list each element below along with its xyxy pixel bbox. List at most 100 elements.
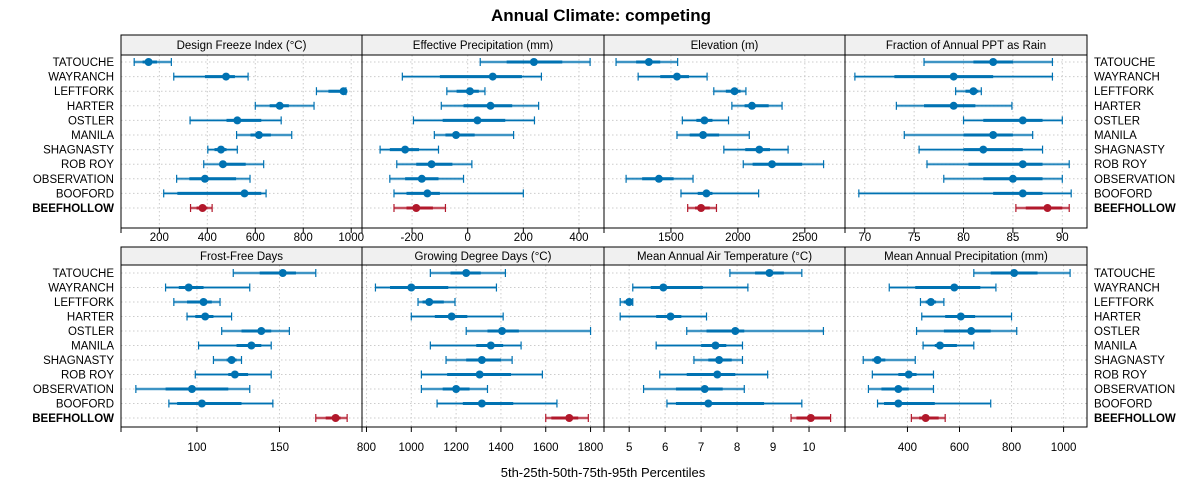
median-point <box>989 58 998 66</box>
site-label-left: BEEFHOLLOW <box>32 413 114 425</box>
percentile-mark <box>619 312 708 321</box>
percentile-mark <box>862 356 916 364</box>
median-point <box>184 283 193 292</box>
site-label-right: ROB ROY <box>1094 370 1147 382</box>
median-point <box>747 101 756 110</box>
site-label-left: SHAGNASTY <box>43 145 114 157</box>
percentile-mark <box>232 269 317 277</box>
median-point <box>697 204 706 212</box>
site-label-left: BEEFHOLLOW <box>32 203 114 215</box>
median-point <box>768 160 777 169</box>
percentile-mark <box>374 283 498 292</box>
median-point <box>1010 269 1019 277</box>
site-label-left: TATOUCHE <box>53 57 115 69</box>
percentile-mark <box>315 414 348 422</box>
median-point <box>222 72 231 81</box>
median-point <box>218 160 227 169</box>
percentile-mark <box>943 174 1063 183</box>
percentile-mark <box>867 385 935 393</box>
percentile-mark <box>854 72 1054 81</box>
panel-frame <box>844 54 1088 229</box>
chart-title: Annual Climate: competing <box>491 6 711 25</box>
x-tick-label: 5 <box>626 442 632 454</box>
percentile-mark <box>315 87 348 96</box>
site-label-left: OSTLER <box>68 326 114 338</box>
percentile-mark <box>465 327 592 335</box>
site-label-right: SHAGNASTY <box>1094 355 1165 367</box>
median-point <box>979 145 988 154</box>
median-point <box>666 312 675 321</box>
median-point <box>904 370 913 379</box>
x-tick-label: 150 <box>270 442 289 454</box>
panel-plot-area <box>121 55 362 228</box>
site-label-left: BOOFORD <box>56 399 114 411</box>
median-point <box>1018 116 1027 125</box>
percentile-mark <box>168 399 274 408</box>
percentile-mark <box>1015 204 1070 212</box>
percentile-mark <box>410 312 504 321</box>
median-point <box>565 414 574 422</box>
median-point <box>806 414 815 422</box>
median-point <box>529 58 538 66</box>
site-label-left: TATOUCHE <box>53 268 115 280</box>
median-point <box>477 399 486 408</box>
x-tick-label: 0 <box>464 232 470 244</box>
panel: Mean Annual Air Temperature (°C) 5 6 7 8 9 10 <box>603 246 846 454</box>
percentile-mark <box>194 370 272 379</box>
x-tick-label: 200 <box>514 232 533 244</box>
median-point <box>452 385 461 393</box>
median-point <box>240 189 249 198</box>
x-tick-label: 8 <box>734 442 740 454</box>
median-point <box>447 312 456 321</box>
percentile-mark <box>926 160 1070 169</box>
percentile-mark <box>910 414 946 422</box>
site-label-left: OBSERVATION <box>33 384 114 396</box>
panel-plot-area <box>604 55 845 228</box>
percentile-mark <box>396 160 473 169</box>
panel: Design Freeze Index (°C) 200 400 600 800 1000 <box>120 34 364 244</box>
panel: Fraction of Annual PPT as Rain 70 75 80 85 90 <box>844 34 1088 244</box>
x-tick-label: 85 <box>1007 232 1020 244</box>
panels: Design Freeze Index (°C)200 400 600 800 1000… <box>120 34 1088 454</box>
percentile-mark <box>420 385 489 393</box>
right-site-labels: TATOUCHE WAYRANCH LEFTFORK HARTER OSTLER MANI… <box>1094 57 1176 425</box>
median-point <box>702 189 711 198</box>
site-label-left: MANILA <box>71 130 114 142</box>
percentile-mark <box>955 87 982 96</box>
median-point <box>331 414 340 422</box>
median-point <box>233 116 242 125</box>
x-tick-label: 2500 <box>792 232 818 244</box>
median-point <box>144 58 153 66</box>
site-label-left: ROB ROY <box>61 159 114 171</box>
percentile-mark <box>918 145 1044 154</box>
median-point <box>197 399 206 408</box>
x-tick-label: 1600 <box>533 442 559 454</box>
x-tick-label: 6 <box>662 442 668 454</box>
median-point <box>412 204 421 212</box>
median-point <box>921 414 930 422</box>
percentile-mark <box>625 174 694 183</box>
median-point <box>201 312 210 321</box>
median-point <box>488 72 497 81</box>
percentile-mark <box>676 131 750 139</box>
panel-title: Elevation (m) <box>691 40 759 52</box>
median-point <box>216 145 225 154</box>
site-label-right: OBSERVATION <box>1094 384 1175 396</box>
x-tick-label: 90 <box>1056 232 1069 244</box>
percentile-mark <box>871 370 935 379</box>
x-tick-label: 2000 <box>725 232 751 244</box>
panel: Elevation (m) 1500 2000 2500 <box>603 34 846 244</box>
percentile-mark <box>922 341 975 350</box>
site-label-left: WAYRANCH <box>48 283 114 295</box>
percentile-mark <box>186 312 233 321</box>
percentile-mark <box>203 160 265 169</box>
panel: Growing Degree Days (°C) 800 1000 1200 1400 1… <box>357 246 605 454</box>
median-point <box>1018 160 1027 169</box>
median-point <box>423 189 432 198</box>
percentile-mark <box>429 341 522 350</box>
median-point <box>949 72 958 81</box>
percentile-mark <box>164 283 251 292</box>
percentile-mark <box>659 370 769 379</box>
x-tick-label: 1200 <box>443 442 469 454</box>
site-label-left: LEFTFORK <box>54 86 114 98</box>
